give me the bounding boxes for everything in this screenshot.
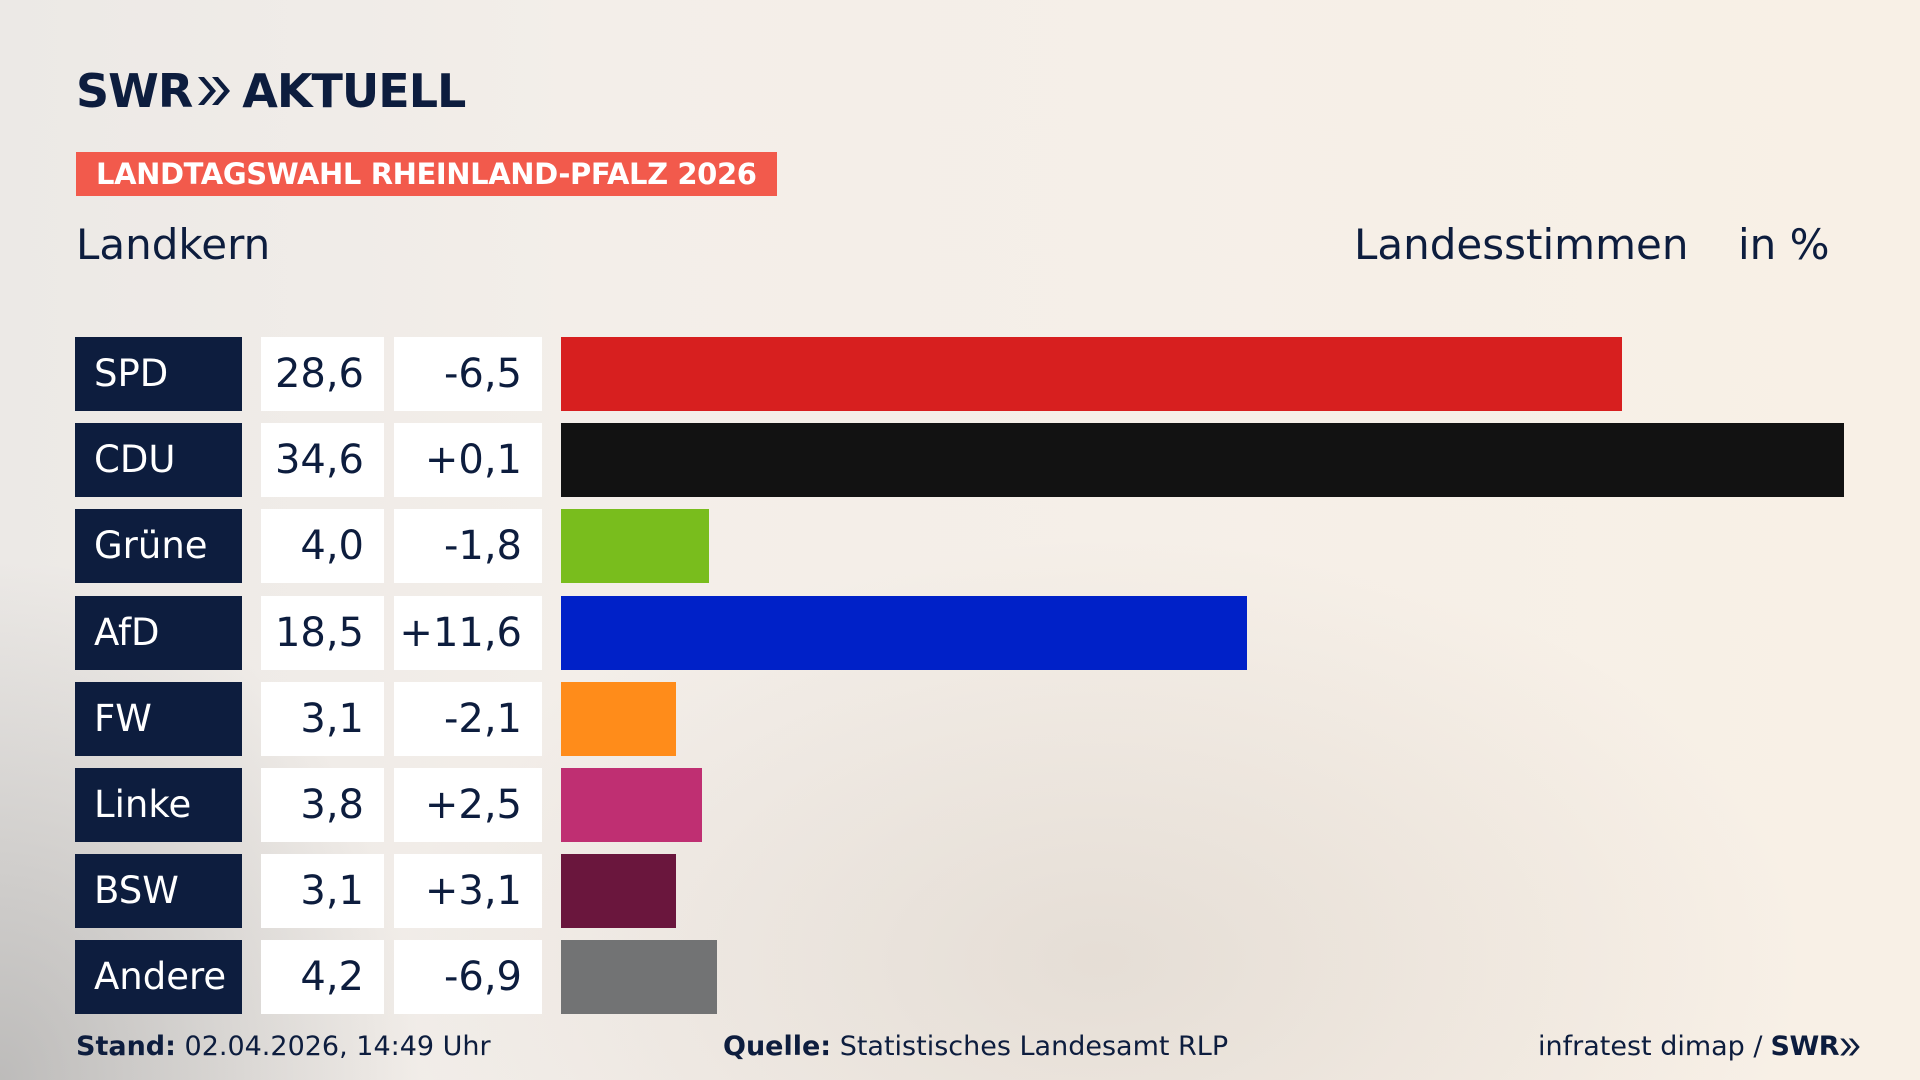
- bar-bsw: [561, 854, 676, 929]
- value-label: 3,1: [261, 681, 384, 756]
- party-label: CDU: [75, 423, 242, 498]
- election-tag: LANDTAGSWAHL RHEINLAND-PFALZ 2026: [76, 152, 777, 196]
- source-label: Quelle:: [723, 1031, 832, 1062]
- party-label: Grüne: [75, 509, 242, 584]
- party-label: Andere: [75, 940, 242, 1015]
- result-row: Grüne 4,0 -1,8: [0, 509, 1920, 584]
- value-label: 18,5: [261, 595, 384, 670]
- party-label: FW: [75, 681, 242, 756]
- region-title: Landkern: [76, 220, 271, 269]
- vote-type-label: Landesstimmen: [1354, 220, 1689, 269]
- bar-linke: [561, 768, 702, 842]
- source: Quelle: Statistisches Landesamt RLP: [723, 1031, 1228, 1062]
- double-chevron-icon: [196, 75, 232, 107]
- result-row: FW 3,1 -2,1: [0, 681, 1920, 756]
- diff-label: -1,8: [394, 509, 542, 584]
- result-row: AfD 18,5 +11,6: [0, 595, 1920, 670]
- result-row: Andere 4,2 -6,9: [0, 940, 1920, 1015]
- bar-spd: [561, 337, 1622, 411]
- credit-text: infratest dimap /: [1538, 1031, 1763, 1062]
- result-row: Linke 3,8 +2,5: [0, 768, 1920, 842]
- diff-label: -6,9: [394, 940, 542, 1015]
- diff-label: +2,5: [394, 768, 542, 842]
- credit-brand: SWR: [1771, 1031, 1862, 1062]
- party-label: AfD: [75, 595, 242, 670]
- value-label: 3,8: [261, 768, 384, 842]
- timestamp: Stand: 02.04.2026, 14:49 Uhr: [76, 1031, 491, 1062]
- party-label: SPD: [75, 337, 242, 411]
- swr-aktuell-logo: SWR AKTUELL: [76, 64, 466, 118]
- result-row: BSW 3,1 +3,1: [0, 854, 1920, 929]
- bar-cdu: [561, 423, 1844, 498]
- party-label: Linke: [75, 768, 242, 842]
- value-label: 4,2: [261, 940, 384, 1015]
- bar-fw: [561, 681, 676, 756]
- value-label: 4,0: [261, 509, 384, 584]
- value-label: 34,6: [261, 423, 384, 498]
- diff-label: -2,1: [394, 681, 542, 756]
- credit: infratest dimap / SWR: [1538, 1031, 1861, 1062]
- bar-afd: [561, 595, 1247, 670]
- stand-value: 02.04.2026, 14:49 Uhr: [184, 1031, 491, 1062]
- bar-andere: [561, 940, 717, 1015]
- bar-grne: [561, 509, 709, 584]
- result-row: CDU 34,6 +0,1: [0, 423, 1920, 498]
- brand-text: SWR: [76, 64, 193, 118]
- value-label: 28,6: [261, 337, 384, 411]
- diff-label: +11,6: [394, 595, 542, 670]
- party-label: BSW: [75, 854, 242, 929]
- diff-label: -6,5: [394, 337, 542, 411]
- value-label: 3,1: [261, 854, 384, 929]
- result-row: SPD 28,6 -6,5: [0, 337, 1920, 411]
- diff-label: +0,1: [394, 423, 542, 498]
- brand-suffix-text: AKTUELL: [242, 64, 466, 118]
- small-chevron-icon: [1840, 1037, 1860, 1056]
- credit-brand-text: SWR: [1770, 1031, 1840, 1062]
- stand-label: Stand:: [76, 1031, 176, 1062]
- diff-label: +3,1: [394, 854, 542, 929]
- unit-label: in %: [1738, 220, 1830, 269]
- source-value: Statistisches Landesamt RLP: [839, 1031, 1229, 1062]
